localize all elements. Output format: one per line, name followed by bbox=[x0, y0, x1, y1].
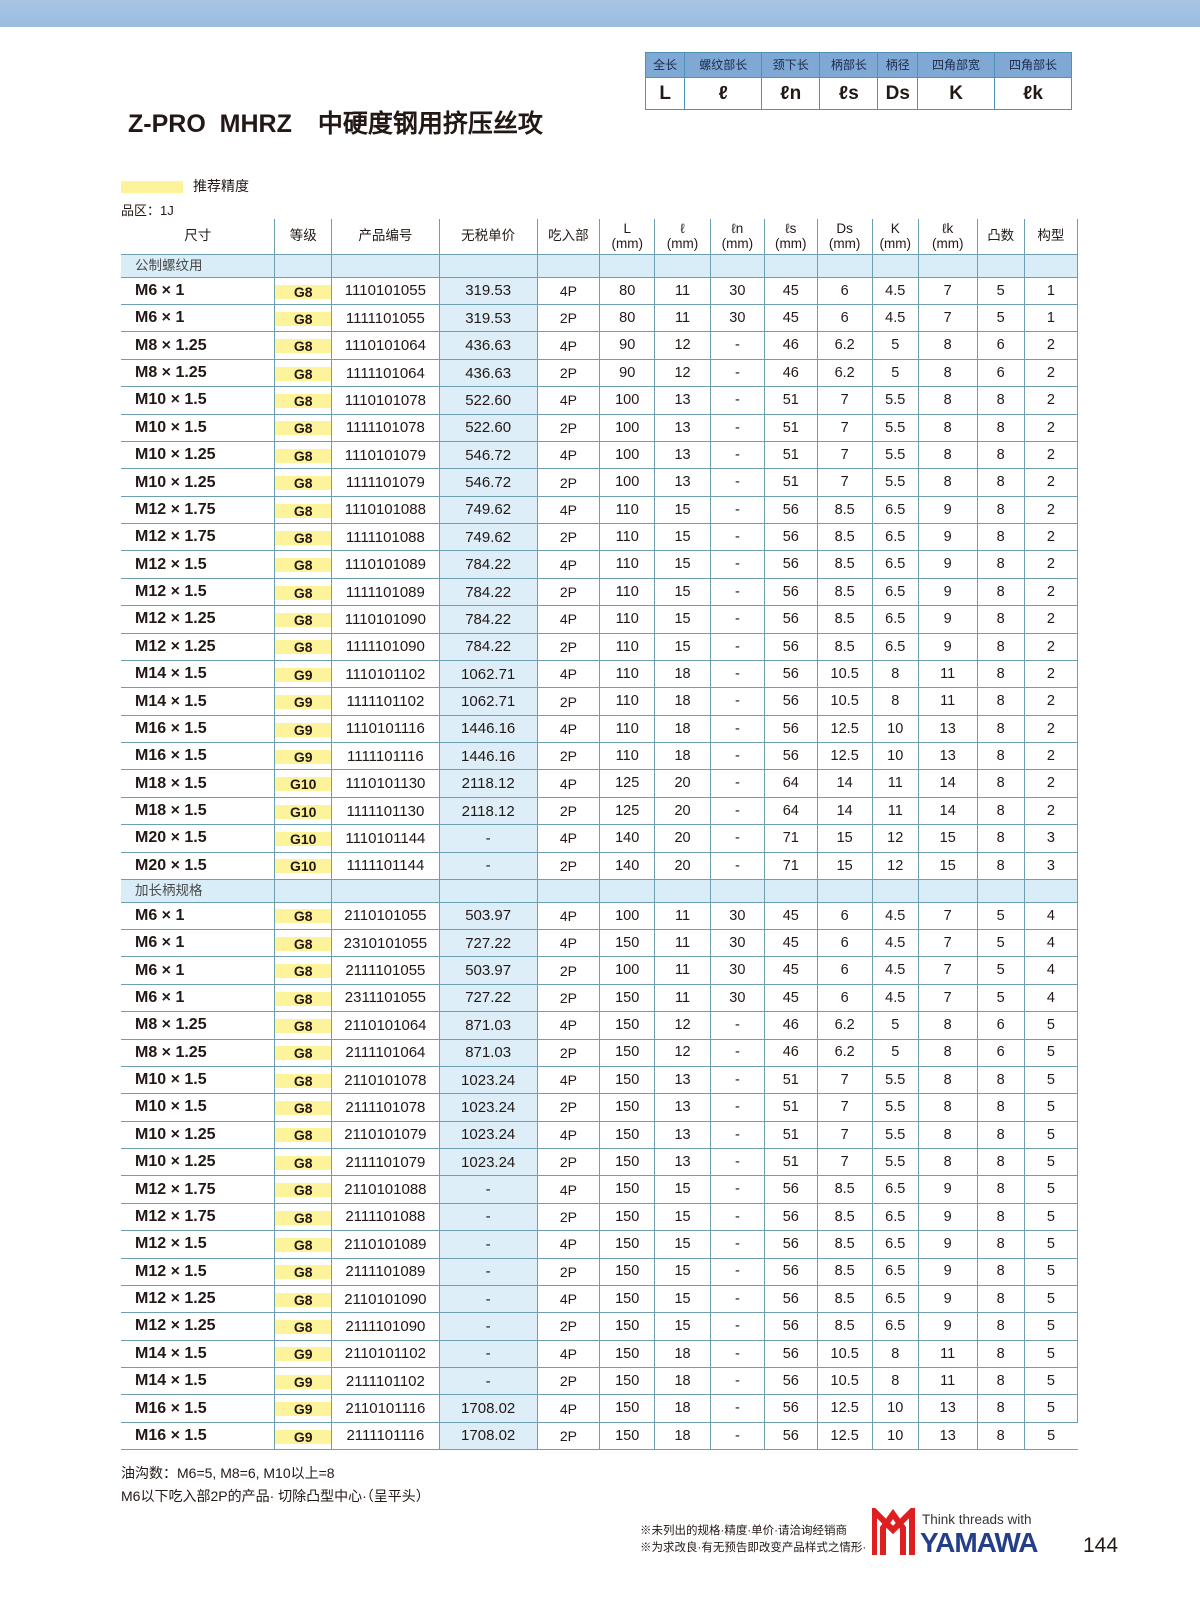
svg-text:Think threads with: Think threads with bbox=[922, 1512, 1032, 1527]
svg-text:YAMAWA: YAMAWA bbox=[920, 1527, 1038, 1558]
